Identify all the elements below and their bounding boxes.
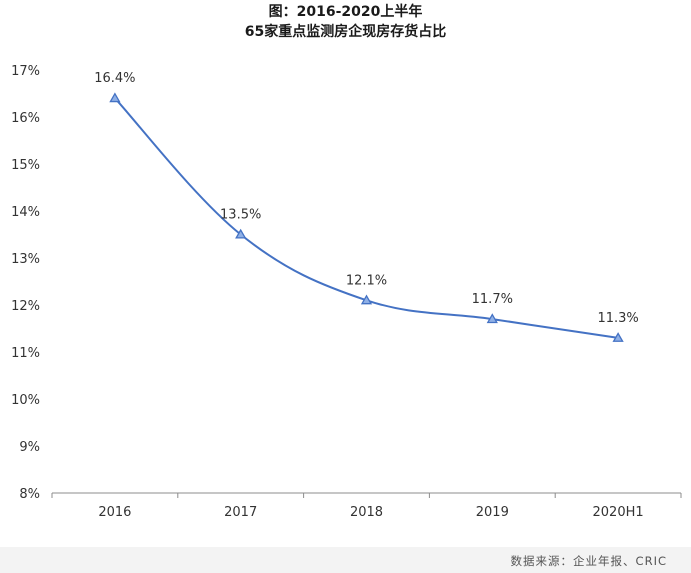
x-tick-label: 2017 <box>224 505 257 520</box>
chart-title: 图：2016-2020上半年 <box>268 4 423 20</box>
x-axis-labels: 2016 2017 2018 2019 2020H1 <box>98 505 643 520</box>
y-tick-label: 14% <box>11 205 40 220</box>
x-tick-label: 2018 <box>350 505 383 520</box>
y-tick-label: 8% <box>19 487 40 502</box>
data-markers <box>109 92 624 342</box>
y-axis-labels: 8% 9% 10% 11% 12% 13% 14% 15% 16% 17% <box>11 64 40 502</box>
x-axis-ticks <box>51 493 682 498</box>
y-tick-label: 12% <box>11 299 40 314</box>
data-marker <box>109 92 121 103</box>
x-tick-label: 2020H1 <box>593 505 644 520</box>
y-tick-label: 10% <box>11 393 40 408</box>
chart-subtitle: 65家重点监测房企现房存货占比 <box>244 24 447 40</box>
y-tick-label: 13% <box>11 252 40 267</box>
y-tick-label: 15% <box>11 158 40 173</box>
line-chart: 8%9%10%11%12%13%14%15%16%17% 2016 2017 201… <box>11 64 682 520</box>
x-tick-label: 2016 <box>98 505 131 520</box>
data-label: 11.3% <box>597 311 638 326</box>
data-marker <box>360 294 373 305</box>
y-tick-label: 11% <box>11 346 40 361</box>
y-tick-label: 16% <box>11 111 40 126</box>
data-label: 16.4% <box>94 71 135 86</box>
data-label: 13.5% <box>220 208 261 223</box>
data-label: 11.7% <box>472 292 513 307</box>
source-note: 数据来源：企业年报、CRIC <box>510 554 667 568</box>
x-tick-label: 2019 <box>476 505 509 520</box>
data-labels: 16.4% 13.5% 12.1% 11.7% 11.3% <box>94 71 639 326</box>
y-tick-label: 17% <box>11 64 40 79</box>
data-marker <box>235 228 247 239</box>
data-label: 12.1% <box>346 273 387 288</box>
footer-bar: 数据来源：企业年报、CRIC <box>0 547 691 573</box>
y-tick-label: 9% <box>19 440 40 455</box>
data-marker <box>612 332 624 342</box>
data-marker <box>486 313 498 324</box>
